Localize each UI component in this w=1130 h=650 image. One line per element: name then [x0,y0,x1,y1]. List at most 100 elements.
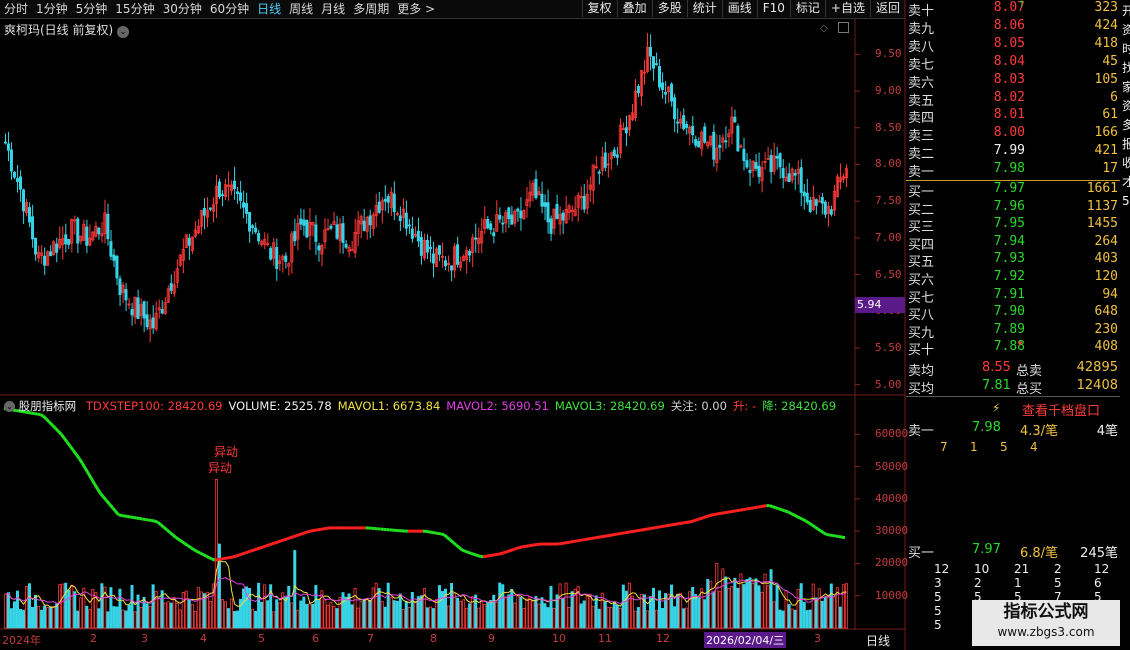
buy-row[interactable]: 买五 7.93 403 [906,251,1120,270]
candle-body [697,140,701,148]
volume-bar [664,593,668,629]
candle-body [751,160,755,172]
volume-bar [516,594,520,629]
toolbar-button-3[interactable]: 统计 [686,0,722,17]
tab-7[interactable]: 周线 [289,2,314,16]
sell-row[interactable]: 卖一 7.98 17 [906,161,1120,181]
buy-row[interactable]: 买十 7.88 ▾ 408 [906,339,1120,359]
candle-body [223,184,227,197]
buy-row[interactable]: 买二 7.96 1137 [906,199,1120,218]
volume-bar [772,601,776,629]
candle-body [281,255,285,260]
step-line-segment [621,531,626,535]
volume-bar [220,599,224,629]
view-depth-button[interactable]: 查看千档盘口 [1022,404,1101,419]
tab-8[interactable]: 月线 [321,2,346,16]
buy-row[interactable]: 买四 7.94 264 [906,234,1120,253]
candle-body [254,227,258,233]
step-line-segment [45,417,51,424]
total-sell-label: 总卖 [1016,364,1043,379]
candle-body [28,207,32,223]
volume-bar [425,607,429,629]
tab-4[interactable]: 30分钟 [162,2,202,16]
sell-row[interactable]: 卖八 8.05 418 [906,36,1120,55]
toolbar-button-5[interactable]: F10 [756,0,790,17]
sell1-price: 7.98 [972,420,1001,435]
volume-bar [142,597,146,629]
candle-body [480,230,484,244]
tab-1[interactable]: 1分钟 [36,2,68,16]
candle-body [284,255,288,262]
buy-label: 买十 [908,343,935,359]
candle-body [58,238,62,248]
step-line-segment [564,540,568,545]
candle-body [37,252,41,259]
candle-body [645,46,649,72]
step-line-segment [814,525,819,531]
step-line-segment [289,535,294,540]
sell-row[interactable]: 卖十 8.07 ↑ 323 [906,0,1120,19]
candle-body [368,215,372,226]
queue-value: 5 [974,590,982,604]
sell-row[interactable]: 卖二 7.99 421 [906,143,1120,162]
step-line-segment [253,547,258,552]
candle-body [676,121,680,124]
candle-body [422,239,426,259]
queue-value: 12 [1094,562,1110,576]
candle-body [793,172,797,176]
toolbar-button-4[interactable]: 画线 [721,0,757,17]
collapse-icon[interactable]: ⌄ [4,401,15,412]
buy-row[interactable]: 买八 7.90 648 [906,304,1120,323]
tab-10[interactable]: 更多 > [397,2,436,16]
toolbar-button-7[interactable]: +自选 [824,0,870,17]
period-label[interactable]: 日线 [866,634,891,648]
candle-body [724,140,728,143]
volume-bar [263,584,267,629]
sell-row[interactable]: 卖九 8.06 424 [906,18,1120,37]
volume-bar [37,606,41,629]
candle-body [220,194,224,197]
stock-title: 爽柯玛(日线 前复权) [4,23,114,37]
step-line-segment [274,540,279,545]
dropdown-icon[interactable]: ⌄ [117,26,130,38]
buy-row[interactable]: 买九 7.89 230 [906,322,1120,341]
candle-body [519,210,523,219]
maximize-icon[interactable] [838,22,849,33]
tab-3[interactable]: 15分钟 [115,2,155,16]
tab-9[interactable]: 多周期 [353,2,390,16]
sell-row[interactable]: 卖四 8.01 61 [906,107,1120,126]
x-axis-label: 10 [552,632,566,645]
volume-bar [591,605,595,629]
buy-row[interactable]: 买一 7.97 1661 [906,181,1120,200]
volume-bar [416,596,420,629]
orderbook-divider [906,396,1120,397]
toolbar-button-1[interactable]: 叠加 [616,0,652,17]
candle-body [9,149,13,172]
diamond-icon[interactable]: ◇ [820,23,828,34]
buy-label: 买三 [908,220,935,236]
tab-0[interactable]: 分时 [4,2,29,16]
sell-row[interactable]: 卖七 8.04 45 [906,54,1120,73]
candle-body [217,181,221,197]
step-line-segment [672,522,677,527]
toolbar-button-8[interactable]: 返回 [869,0,905,17]
sell-row[interactable]: 卖五 8.02 6 [906,90,1120,109]
buy-row[interactable]: 买六 7.92 120 [906,269,1120,288]
tab-5[interactable]: 60分钟 [209,2,250,16]
tab-6[interactable]: 日线 [257,2,282,16]
buy-row[interactable]: 买三 7.95 1455 [906,216,1120,236]
step-line-segment [721,511,725,515]
step-line-segment [775,506,780,511]
sell-label: 卖一 [908,165,935,181]
volume-bar [386,582,390,629]
sell-row[interactable]: 卖六 8.03 105 [906,72,1120,91]
toolbar-button-2[interactable]: 多股 [651,0,687,17]
toolbar-button-6[interactable]: 标记 [789,0,825,17]
volume-bar [621,584,625,629]
tab-2[interactable]: 5分钟 [75,2,108,16]
buy-row[interactable]: 买七 7.91 94 [906,287,1120,306]
sell-row[interactable]: 卖三 8.00 166 [906,125,1120,144]
candle-body [293,231,297,242]
toolbar-button-0[interactable]: 复权 [581,0,617,17]
